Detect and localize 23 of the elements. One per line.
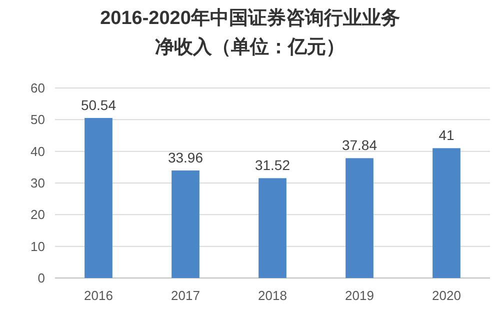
x-tick-label: 2019: [345, 288, 374, 303]
y-tick-label: 10: [30, 238, 45, 254]
y-tick-label: 60: [30, 80, 45, 96]
y-tick-label: 50: [30, 112, 45, 128]
y-tick-label: 20: [30, 207, 45, 222]
bar: [172, 170, 200, 278]
data-label: 50.54: [80, 96, 116, 113]
bar: [432, 148, 460, 278]
data-label: 33.96: [168, 149, 204, 166]
y-tick-label: 30: [30, 176, 45, 190]
data-label: 31.52: [254, 157, 290, 174]
x-tick-label: 2020: [432, 288, 461, 303]
bar: [258, 178, 286, 278]
chart-title: 2016-2020年中国证券咨询行业业务净收入（单位：亿元）: [99, 7, 401, 60]
data-label: 37.84: [342, 137, 378, 154]
y-tick-label: 0: [38, 270, 45, 286]
y-tick-label: 40: [30, 144, 45, 159]
bar: [346, 158, 374, 278]
data-label: 41: [438, 127, 454, 144]
x-tick-label: 2016: [84, 288, 113, 303]
x-tick-label: 2018: [258, 288, 287, 303]
x-tick-label: 2017: [171, 288, 200, 303]
bar: [84, 118, 112, 278]
